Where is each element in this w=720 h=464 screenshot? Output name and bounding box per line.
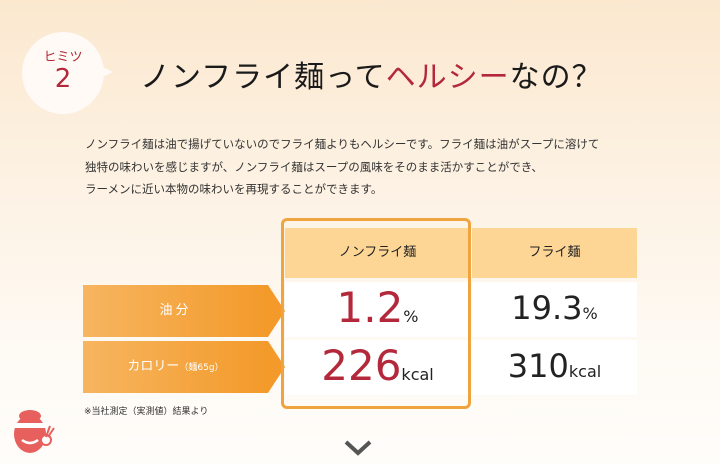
header-nonfry: ノンフライ麺	[285, 228, 470, 278]
badge-number: 2	[54, 64, 72, 94]
badge-label: ヒミツ	[43, 50, 83, 65]
header-fry: フライ麺	[472, 228, 637, 278]
title-highlight: ヘルシー	[385, 60, 510, 95]
row-label-calorie: カロリー（麺65g）	[83, 341, 285, 393]
page-title: ノンフライ麺ってヘルシーなの？	[140, 52, 603, 96]
cell-fry-calorie: 310kcal	[472, 340, 637, 395]
description-line: ノンフライ麺は油で揚げていないのでフライ麺よりもヘルシーです。フライ麺は油がスー…	[85, 137, 600, 151]
secret-badge: ヒミツ 2	[22, 32, 113, 114]
value: 19.3	[511, 289, 583, 327]
cell-fry-oil: 19.3%	[472, 282, 637, 337]
unit: kcal	[401, 365, 434, 384]
description-line: ラーメンに近い本物の味わいを再現することができます。	[85, 182, 383, 196]
title-suffix: なの？	[509, 60, 603, 95]
title-prefix: ノンフライ麺って	[140, 60, 386, 95]
calorie-label: カロリー	[127, 359, 180, 374]
unit: %	[403, 307, 419, 326]
unit: %	[582, 304, 598, 323]
unit: kcal	[568, 362, 602, 381]
value: 310	[507, 347, 569, 385]
footnote: ※当社測定（実測値）結果より	[84, 407, 209, 417]
mascot-icon	[14, 410, 55, 453]
highlight-frame	[281, 218, 471, 409]
description: ノンフライ麺は油で揚げていないのでフライ麺よりもヘルシーです。フライ麺は油がスー…	[85, 133, 599, 201]
cell-nonfry-oil: 1.2%	[285, 282, 470, 337]
value: 1.2	[336, 283, 404, 332]
cell-nonfry-calorie: 226kcal	[285, 340, 470, 395]
row-label-oil: 油分	[83, 285, 285, 337]
value: 226	[321, 341, 402, 390]
description-line: 独特の味わいを感じますが、ノンフライ麺はスープの風味をそのまま活かすことができ、	[85, 159, 543, 174]
chevron-down-icon[interactable]	[343, 440, 373, 456]
calorie-note: （麺65g）	[179, 363, 224, 373]
